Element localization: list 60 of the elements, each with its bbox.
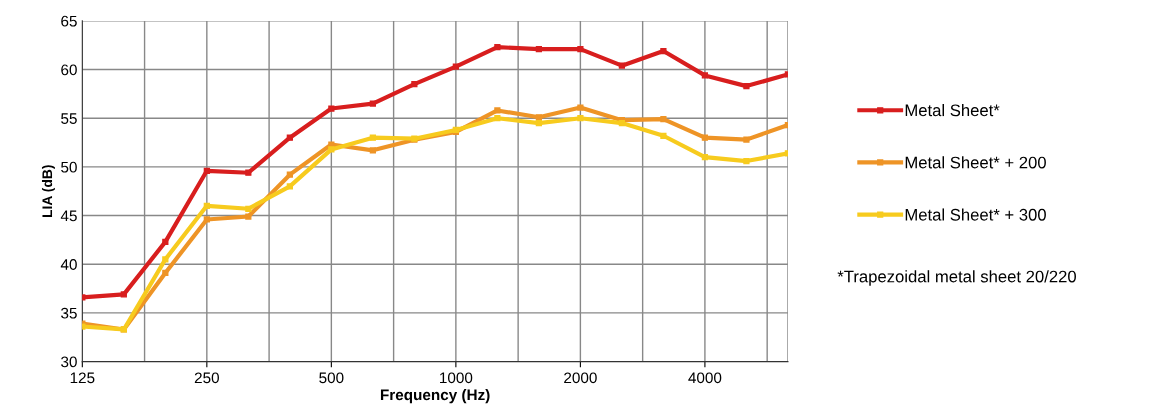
y-tick-label: 30 [61,356,77,368]
point [660,116,667,123]
legend-label: Metal Sheet* + 200 [905,156,1046,169]
y-tick-label: 45 [60,210,77,222]
point [286,134,293,141]
point [660,132,667,139]
y-tick-label: 55 [61,113,77,124]
point [701,72,709,79]
point [701,134,709,141]
point [577,104,584,111]
x-tick-label: 500 [319,372,344,384]
y-tick-label: 40 [60,259,77,270]
point [411,81,418,88]
point [494,44,501,51]
point [162,238,169,245]
y-tick-label: 50 [61,161,77,173]
point [286,171,293,178]
point [203,202,210,209]
text: *Trapezoidal metal sheet 20/220 [837,270,1076,286]
point [203,167,210,174]
x-tick-label: 1000 [440,372,473,384]
y-tick-label: 35 [61,307,77,319]
point [743,157,750,165]
point [494,115,501,122]
point [245,169,252,176]
y-tick-label: 65 [61,15,77,27]
point [494,107,501,114]
point [203,216,210,223]
x-tick-label: 125 [70,372,95,384]
point [369,147,376,154]
point [120,291,127,298]
y-tick-label: 60 [61,64,77,76]
x-tick-label: 250 [194,372,219,384]
point [535,114,543,121]
point [162,269,169,277]
y-axis-title: LIA (dB) [41,165,55,218]
point [660,47,667,55]
point [328,105,335,112]
legend-label: Metal Sheet* [905,104,1000,117]
point [245,205,252,212]
point [162,256,169,263]
point [328,146,335,153]
point [535,119,543,127]
legend-label: Metal Sheet* + 300 [905,208,1046,221]
point [245,213,252,220]
point [618,62,626,69]
point [286,183,293,190]
point [743,136,750,143]
point [743,82,750,90]
x-tick-label: 4000 [688,372,722,384]
point [452,63,459,70]
x-tick-label: 2000 [564,372,597,384]
line-series [82,44,788,301]
point [535,46,543,53]
point [701,154,709,161]
point [577,46,584,53]
point [369,100,376,107]
point [369,134,376,141]
point [577,115,584,122]
x-axis-title: Frequency (Hz) [380,389,490,404]
